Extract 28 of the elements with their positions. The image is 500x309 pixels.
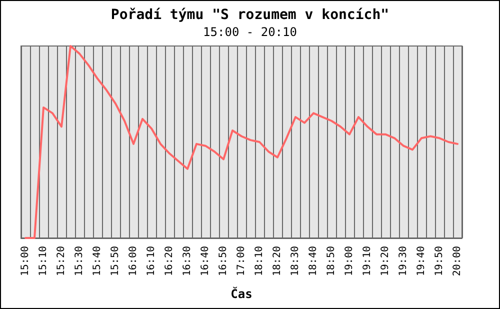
x-tick-label: 19:30 — [398, 246, 409, 276]
x-tick-label: 15:10 — [38, 246, 49, 276]
x-tick-label: 20:00 — [452, 246, 463, 276]
x-tick-label: 18:20 — [272, 246, 283, 276]
x-tick-label: 15:30 — [74, 246, 85, 276]
chart-subtitle: 15:00 - 20:10 — [203, 25, 297, 39]
x-tick-label: 16:30 — [182, 246, 193, 276]
x-tick-label: 19:50 — [434, 246, 445, 276]
x-tick-label: 16:20 — [164, 246, 175, 276]
x-tick-label: 19:10 — [362, 246, 373, 276]
chart-title: Pořadí týmu "S rozumem v koncích" — [110, 7, 390, 23]
x-tick-label: 18:10 — [254, 246, 265, 276]
x-tick-label: 16:10 — [146, 246, 157, 276]
x-tick-label: 19:20 — [380, 246, 391, 276]
x-tick-label: 17:00 — [236, 246, 247, 276]
x-tick-label: 15:50 — [110, 246, 121, 276]
x-tick-label: 15:00 — [20, 246, 31, 276]
x-tick-label: 19:00 — [344, 246, 355, 276]
x-tick-label: 16:00 — [128, 246, 139, 276]
x-tick-label: 16:50 — [218, 246, 229, 276]
x-tick-label: 18:50 — [326, 246, 337, 276]
x-tick-label: 18:30 — [290, 246, 301, 276]
x-tick-label: 19:40 — [416, 246, 427, 276]
x-tick-label: 15:40 — [92, 246, 103, 276]
x-axis-title: Čas — [230, 286, 252, 301]
x-tick-label: 18:40 — [308, 246, 319, 276]
x-tick-label: 15:20 — [56, 246, 67, 276]
x-tick-label: 16:40 — [200, 246, 211, 276]
